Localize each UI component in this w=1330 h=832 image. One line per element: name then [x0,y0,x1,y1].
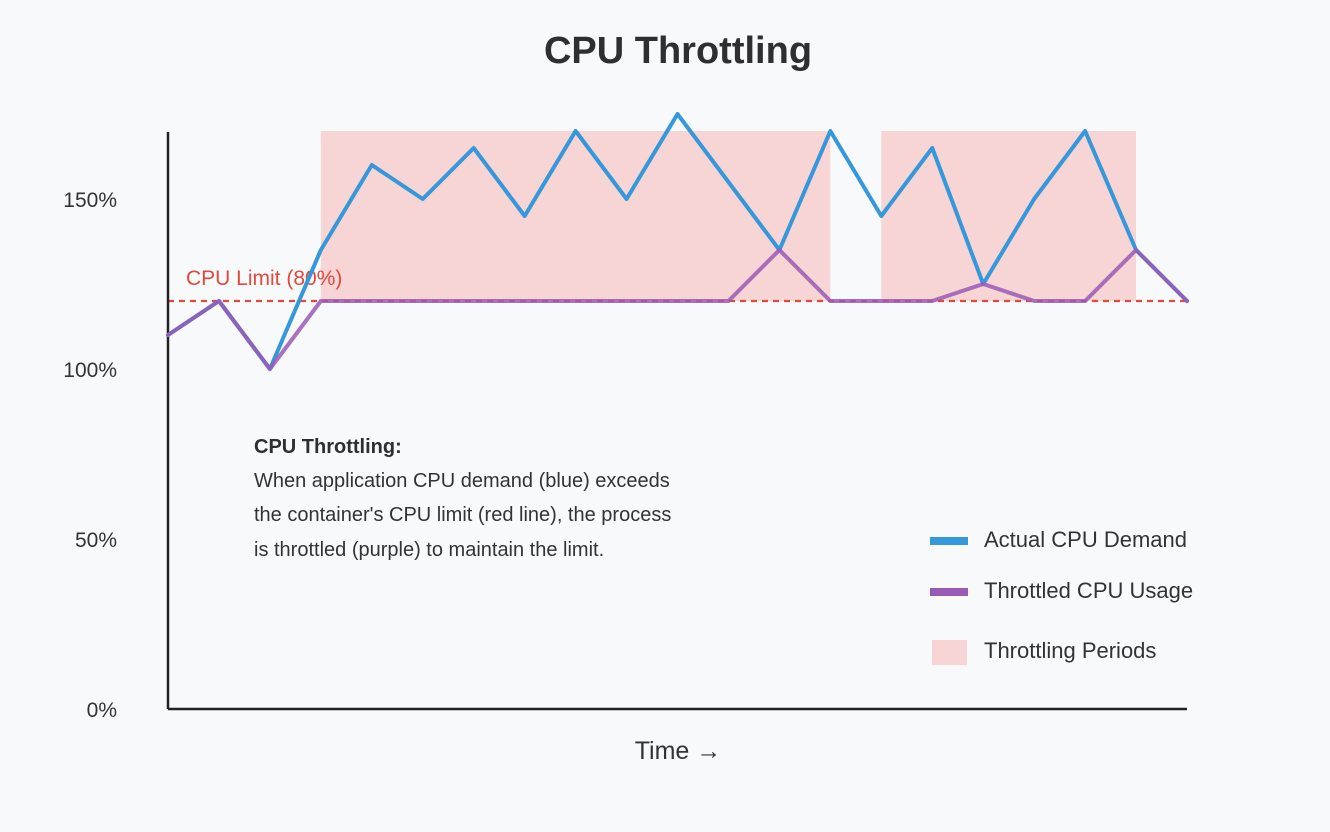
y-axis-ticks: 0% 50% 100% 150% [63,189,117,722]
legend-label-periods: Throttling Periods [984,638,1156,663]
cpu-limit-label: CPU Limit (80%) [186,267,342,290]
throttling-period-1 [320,131,831,301]
legend-swatch-periods [932,640,967,665]
annotation-line-3: is throttled (purple) to maintain the li… [254,539,604,561]
data-series [166,112,1189,371]
y-tick-label-1: 0% [87,699,117,722]
chart-title: CPU Throttling [544,30,812,72]
y-tick-label-2: 50% [75,529,117,552]
legend-label-demand: Actual CPU Demand [984,527,1187,552]
annotation-line-2: the container's CPU limit (red line), th… [254,504,671,526]
annotation-line-1: When application CPU demand (blue) excee… [254,470,670,492]
legend: Actual CPU Demand Throttled CPU Usage Th… [930,527,1193,665]
throttling-annotation: CPU Throttling: When application CPU dem… [254,436,671,561]
y-tick-label-4: 150% [63,189,117,212]
actual-cpu-demand-line [166,112,1189,371]
annotation-title: CPU Throttling: [254,436,402,458]
x-axis-label: Time → [635,737,722,765]
throttling-periods [320,131,1137,301]
y-tick-label-3: 100% [63,359,117,382]
legend-swatch-demand [930,537,968,545]
legend-swatch-throttled [930,588,968,596]
throttled-cpu-usage-line [166,248,1189,371]
legend-label-throttled: Throttled CPU Usage [984,578,1193,603]
